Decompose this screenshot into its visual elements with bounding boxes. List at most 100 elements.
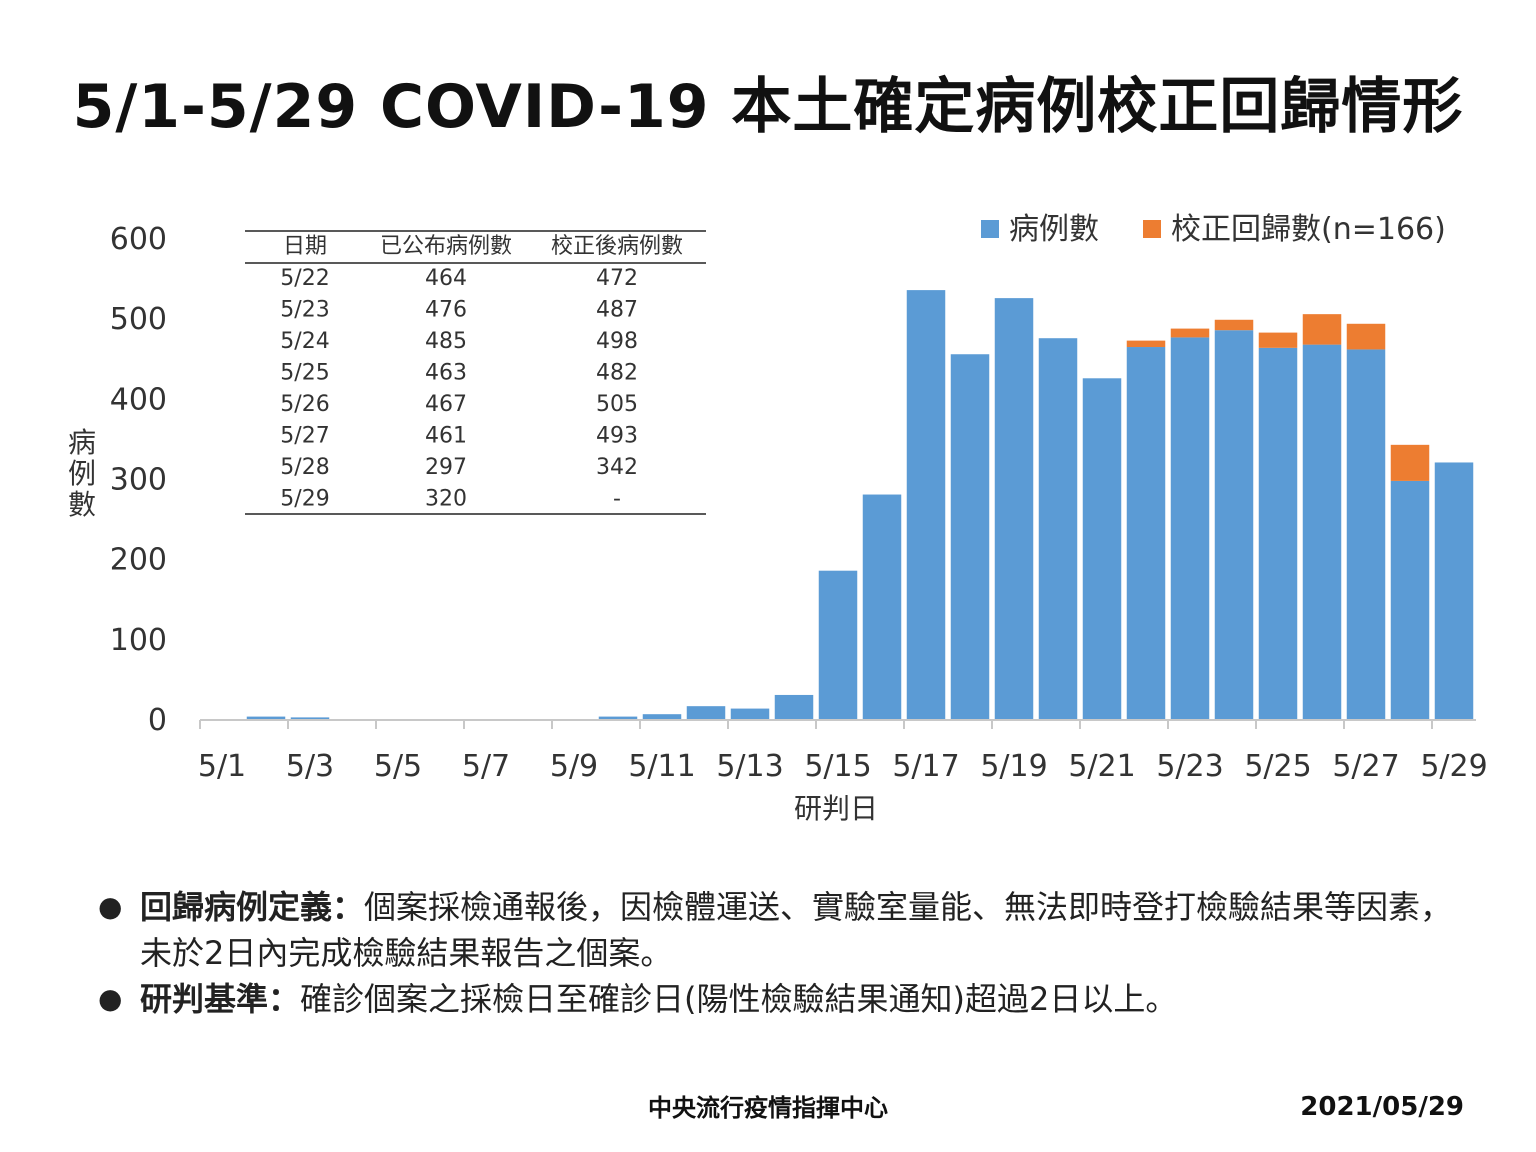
bar-cases xyxy=(290,717,330,719)
bars xyxy=(246,290,1474,719)
bar-cases xyxy=(1302,344,1342,719)
bar-cases xyxy=(1082,378,1122,719)
x-tick-label: 5/5 xyxy=(374,749,422,784)
table-header-cell: 校正後病例數 xyxy=(551,234,683,259)
table-cell: 5/27 xyxy=(280,424,329,449)
bar-cases xyxy=(994,298,1034,719)
table-cell: 505 xyxy=(596,392,638,417)
x-tick-label: 5/23 xyxy=(1156,749,1223,784)
x-tick-label: 5/7 xyxy=(462,749,510,784)
bar-cases xyxy=(598,716,638,719)
note-definition: ● 回歸病例定義：個案採檢通報後，因檢體運送、實驗室量能、無法即時登打檢驗結果等… xyxy=(98,884,1458,976)
y-tick-label: 0 xyxy=(148,703,167,738)
bar-cases xyxy=(1346,349,1386,719)
bar-cases xyxy=(1038,338,1078,719)
bar-cases xyxy=(686,706,726,719)
note-criteria-text: 確診個案之採檢日至確診日(陽性檢驗結果通知)超過2日以上。 xyxy=(300,980,1178,1018)
footer-date: 2021/05/29 xyxy=(1300,1092,1464,1122)
bar-cases xyxy=(906,290,946,719)
table-cell: 5/29 xyxy=(280,487,329,512)
table-header-cell: 已公布病例數 xyxy=(380,234,512,259)
y-tick-label: 400 xyxy=(110,382,167,417)
bar-cases xyxy=(246,716,286,719)
bar-backlog xyxy=(1390,444,1430,481)
bar-backlog xyxy=(1214,319,1254,331)
bar-backlog xyxy=(1258,332,1298,348)
table-cell: 464 xyxy=(425,266,467,291)
y-axis-ticks: 0 100 200 300 400 500 600 xyxy=(110,222,167,738)
note-criteria: ● 研判基準：確診個案之採檢日至確診日(陽性檢驗結果通知)超過2日以上。 xyxy=(98,976,1458,1022)
legend-label: 校正回歸數(n=166) xyxy=(1171,212,1446,247)
y-tick-label: 200 xyxy=(110,543,167,578)
y-tick-label: 600 xyxy=(110,222,167,257)
bar-cases xyxy=(862,494,902,719)
x-tick-label: 5/13 xyxy=(716,749,783,784)
table-cell: 461 xyxy=(425,424,467,449)
x-tick-label: 5/9 xyxy=(550,749,598,784)
table-cell: 485 xyxy=(425,329,467,354)
x-tick-label: 5/25 xyxy=(1244,749,1311,784)
bar-cases xyxy=(1258,347,1298,719)
bar-cases xyxy=(1126,347,1166,719)
x-axis-ticks: 5/1 5/3 5/5 5/7 5/9 5/11 5/13 5/15 5/17 5/19 5/21 5… xyxy=(198,720,1488,784)
y-tick-label: 500 xyxy=(110,302,167,337)
x-tick-label: 5/3 xyxy=(286,749,334,784)
legend-swatch xyxy=(981,220,999,238)
table-cell: 482 xyxy=(596,361,638,386)
bar-cases xyxy=(1214,330,1254,719)
table-cell: 463 xyxy=(425,361,467,386)
bar-cases xyxy=(642,714,682,719)
table-cell: 493 xyxy=(596,424,638,449)
bar-cases xyxy=(950,354,990,719)
x-tick-label: 5/29 xyxy=(1420,749,1487,784)
x-tick-label: 5/19 xyxy=(980,749,1047,784)
y-tick-label: 300 xyxy=(110,463,167,498)
x-tick-label: 5/27 xyxy=(1332,749,1399,784)
table-header-cell: 日期 xyxy=(283,234,327,259)
table-cell: - xyxy=(613,487,621,512)
x-tick-label: 5/15 xyxy=(804,749,871,784)
notes: ● 回歸病例定義：個案採檢通報後，因檢體運送、實驗室量能、無法即時登打檢驗結果等… xyxy=(98,884,1458,1022)
x-tick-label: 5/21 xyxy=(1068,749,1135,784)
note-definition-label: 回歸病例定義： xyxy=(140,888,365,926)
bar-cases xyxy=(818,570,858,719)
table-cell: 498 xyxy=(596,329,638,354)
x-tick-label: 5/17 xyxy=(892,749,959,784)
bar-cases xyxy=(730,708,770,719)
bullet-icon: ● xyxy=(98,982,123,1015)
data-table: 日期 已公布病例數 校正後病例數 5/22 464 472 5/23 476 487 5/24 48… xyxy=(245,230,706,515)
bar-backlog xyxy=(1126,340,1166,348)
y-axis-title: 病例數 xyxy=(68,426,96,521)
bar-cases xyxy=(774,694,814,719)
x-tick-label: 5/1 xyxy=(198,749,246,784)
table-cell: 5/23 xyxy=(280,298,329,323)
table-cell: 487 xyxy=(596,298,638,323)
bar-cases xyxy=(1434,462,1474,719)
footer-organization: 中央流行疫情指揮中心 xyxy=(648,1094,888,1122)
x-tick-label: 5/11 xyxy=(628,749,695,784)
page-title: 5/1-5/29 COVID-19 本土確定病例校正回歸情形 xyxy=(72,72,1464,142)
legend: 病例數 校正回歸數(n=166) xyxy=(981,212,1446,247)
bar-backlog xyxy=(1302,314,1342,345)
table-cell: 5/28 xyxy=(280,455,329,480)
bar-backlog xyxy=(1346,323,1386,350)
note-criteria-label: 研判基準： xyxy=(140,980,301,1018)
table-cell: 5/25 xyxy=(280,361,329,386)
bar-backlog xyxy=(1170,328,1210,338)
table-cell: 342 xyxy=(596,455,638,480)
table-cell: 5/22 xyxy=(280,266,329,291)
table-cell: 320 xyxy=(425,487,467,512)
x-axis-title: 研判日 xyxy=(794,792,878,825)
bullet-icon: ● xyxy=(98,890,123,923)
legend-label: 病例數 xyxy=(1009,212,1099,247)
bar-cases xyxy=(1390,480,1430,719)
table-cell: 472 xyxy=(596,266,638,291)
table-cell: 297 xyxy=(425,455,467,480)
table-cell: 467 xyxy=(425,392,467,417)
note-definition-text: 個案採檢通報後，因檢體運送、實驗室量能、無法即時登打檢驗結果等因素，未於2日內完… xyxy=(140,888,1453,972)
bar-cases xyxy=(1170,337,1210,719)
y-tick-label: 100 xyxy=(110,623,167,658)
table-cell: 476 xyxy=(425,298,467,323)
table-cell: 5/26 xyxy=(280,392,329,417)
